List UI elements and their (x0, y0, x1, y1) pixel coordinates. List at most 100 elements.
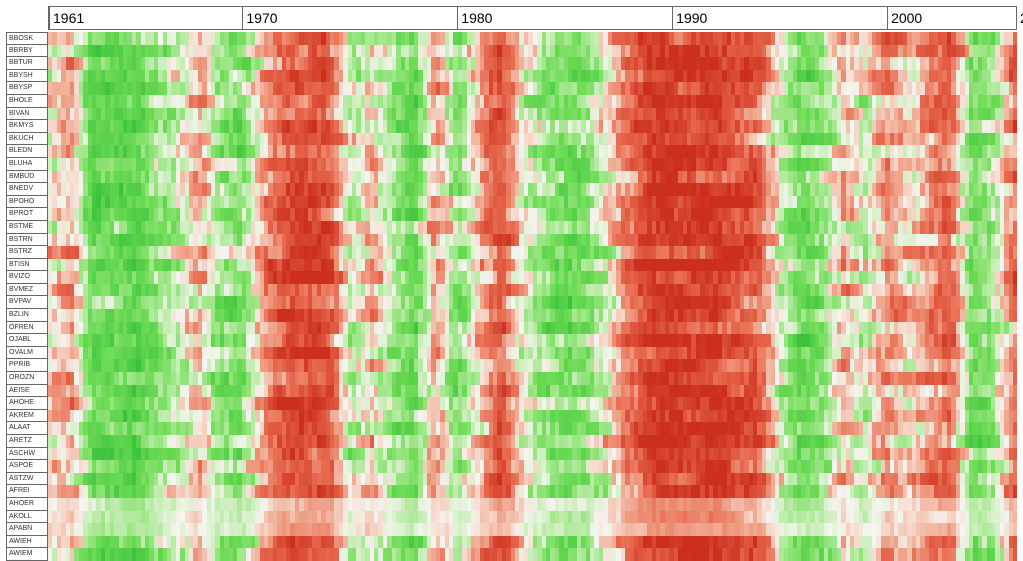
x-tick: 1961 (49, 7, 84, 29)
row-label: BSTRZ (6, 246, 48, 259)
heatmap-row: BBTUR (6, 57, 1017, 70)
heatmap-row: AHOER (6, 498, 1017, 511)
row-label: BNEDV (6, 183, 48, 196)
row-strip (48, 435, 1017, 448)
heatmap-row: BSTRZ (6, 246, 1017, 259)
row-strip (48, 183, 1017, 196)
row-label: BPROT (6, 208, 48, 221)
heatmap-row: ASTZW (6, 473, 1017, 486)
row-label: BIVAN (6, 108, 48, 121)
heatmap-row: AEISE (6, 385, 1017, 398)
row-label: AWIEM (6, 548, 48, 561)
heatmap-row: BHOLE (6, 95, 1017, 108)
row-label: AKREM (6, 410, 48, 423)
row-label: ASCHW (6, 448, 48, 461)
row-label: BVMEZ (6, 284, 48, 297)
row-strip (48, 158, 1017, 171)
heatmap-row: BBOSK (6, 32, 1017, 45)
heatmap-row: PPRIB (6, 359, 1017, 372)
row-label: AHOER (6, 498, 48, 511)
row-strip (48, 410, 1017, 423)
heatmap-row: OFREN (6, 322, 1017, 335)
row-label: OROZN (6, 372, 48, 385)
heatmap-row: AWIEM (6, 548, 1017, 561)
row-strip (48, 208, 1017, 221)
heatmap-row: BKUCH (6, 133, 1017, 146)
row-label: BBYSP (6, 82, 48, 95)
row-strip (48, 246, 1017, 259)
row-label: BZLIN (6, 309, 48, 322)
heatmap-row: AFREI (6, 485, 1017, 498)
row-label: ASTZW (6, 473, 48, 486)
row-label: ALAAT (6, 422, 48, 435)
row-strip (48, 221, 1017, 234)
row-label: AWIEH (6, 536, 48, 549)
heatmap-row: BZLIN (6, 309, 1017, 322)
row-label: APABN (6, 523, 48, 536)
row-strip (48, 271, 1017, 284)
row-strip (48, 460, 1017, 473)
row-strip (48, 259, 1017, 272)
row-label: AKOLL (6, 511, 48, 524)
row-strip (48, 347, 1017, 360)
row-label: OJABL (6, 334, 48, 347)
row-strip (48, 95, 1017, 108)
heatmap-row: ASCHW (6, 448, 1017, 461)
heatmap-row: BBYSH (6, 70, 1017, 83)
row-strip (48, 385, 1017, 398)
row-strip (48, 145, 1017, 158)
row-label: OVALM (6, 347, 48, 360)
heatmap-row: AWIEH (6, 536, 1017, 549)
heatmap-row: BBYSP (6, 82, 1017, 95)
heatmap-row: BLEDN (6, 145, 1017, 158)
row-label: BBRBY (6, 45, 48, 58)
heatmap-row: OJABL (6, 334, 1017, 347)
heatmap-row: BTISN (6, 259, 1017, 272)
row-label: BLUHA (6, 158, 48, 171)
x-tick: 1970 (242, 7, 277, 29)
heatmap-row: BSTRN (6, 234, 1017, 247)
row-label: BBOSK (6, 32, 48, 45)
row-strip (48, 359, 1017, 372)
row-label: BKMYS (6, 120, 48, 133)
heatmap-row: BBRBY (6, 45, 1017, 58)
row-label: BVPAV (6, 296, 48, 309)
row-label: BHOLE (6, 95, 48, 108)
heatmap-chart: 196119701980199020002006 BBOSKBBRBYBBTUR… (0, 0, 1023, 559)
row-strip (48, 334, 1017, 347)
row-label: OFREN (6, 322, 48, 335)
row-strip (48, 133, 1017, 146)
heatmap-row: ASPOE (6, 460, 1017, 473)
heatmap-row: BLUHA (6, 158, 1017, 171)
row-label: BSTRN (6, 234, 48, 247)
row-strip (48, 309, 1017, 322)
row-label: BLEDN (6, 145, 48, 158)
row-strip (48, 32, 1017, 45)
heatmap-rows: BBOSKBBRBYBBTURBBYSHBBYSPBHOLEBIVANBKMYS… (6, 32, 1017, 561)
row-label: BBTUR (6, 57, 48, 70)
row-strip (48, 485, 1017, 498)
row-strip (48, 120, 1017, 133)
heatmap-row: BSTME (6, 221, 1017, 234)
heatmap-row: APABN (6, 523, 1017, 536)
heatmap-row: ALAAT (6, 422, 1017, 435)
row-label: PPRIB (6, 359, 48, 372)
heatmap-row: BVMEZ (6, 284, 1017, 297)
row-strip (48, 82, 1017, 95)
heatmap-row: BPROT (6, 208, 1017, 221)
row-strip (48, 511, 1017, 524)
row-label: BKUCH (6, 133, 48, 146)
x-tick: 1990 (672, 7, 707, 29)
row-strip (48, 448, 1017, 461)
row-label: BSTME (6, 221, 48, 234)
heatmap-row: OVALM (6, 347, 1017, 360)
row-strip (48, 171, 1017, 184)
row-strip (48, 498, 1017, 511)
row-strip (48, 523, 1017, 536)
row-label: AFREI (6, 485, 48, 498)
heatmap-row: BIVAN (6, 108, 1017, 121)
heatmap-row: BVPAV (6, 296, 1017, 309)
x-tick: 2000 (887, 7, 922, 29)
row-label: BVIZO (6, 271, 48, 284)
row-strip (48, 548, 1017, 561)
